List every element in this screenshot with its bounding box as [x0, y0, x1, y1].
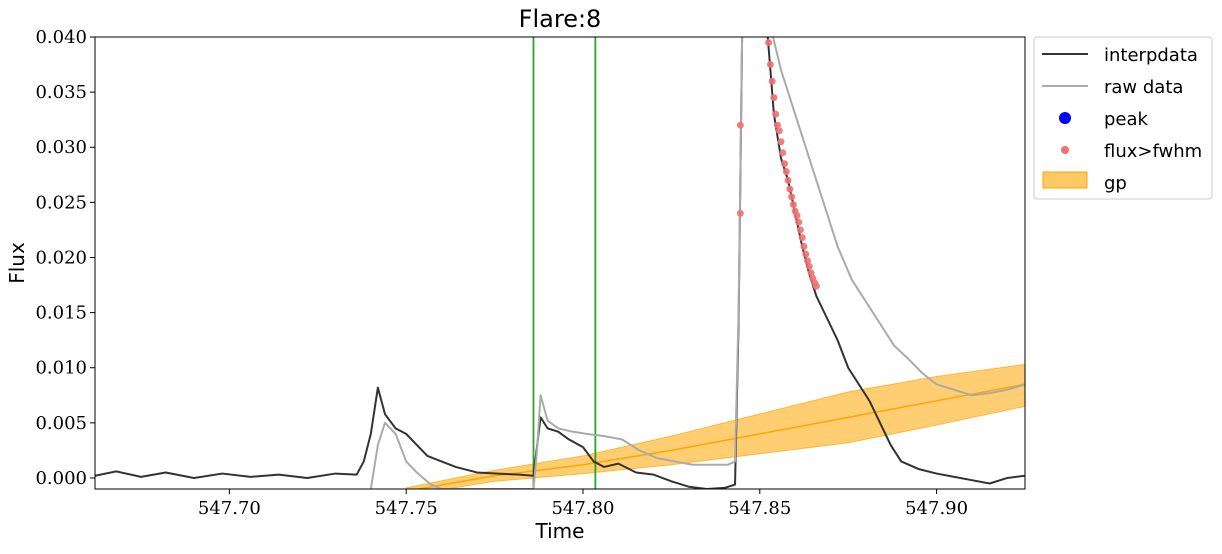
legend-label-peak: peak: [1104, 109, 1149, 130]
point-flux-fwhm-13: [784, 176, 792, 184]
point-flux-fwhm-2: [765, 39, 773, 47]
y-axis-label: Flux: [5, 242, 29, 284]
point-flux-fwhm-21: [798, 234, 806, 242]
point-flux-fwhm-7: [773, 121, 781, 129]
point-flux-fwhm-3: [766, 61, 774, 69]
legend-box: [1033, 36, 1213, 200]
x-tick-label-3: 547.85: [728, 498, 791, 519]
legend-label-raw-data: raw data: [1104, 77, 1183, 98]
point-flux-fwhm-26: [807, 269, 815, 277]
point-flux-fwhm-19: [795, 218, 803, 226]
legend-swatch-peak: [1059, 112, 1071, 124]
point-flux-fwhm-20: [796, 226, 804, 234]
plot-area: [95, 37, 1025, 489]
point-flux-fwhm-4: [768, 77, 776, 85]
point-flux-fwhm-14: [786, 185, 794, 193]
legend-label-gp: gp: [1104, 173, 1127, 194]
legend-label-flux-fwhm: flux>fwhm: [1104, 141, 1202, 162]
ticks: 547.70 547.75 547.80 547.85 547.90 0.000 0.005…: [35, 27, 968, 519]
gp-band: [405, 363, 1025, 489]
point-flux-fwhm-6: [772, 110, 780, 118]
point-flux-fwhm-24: [804, 257, 812, 265]
x-tick-label-2: 547.80: [551, 498, 614, 519]
point-flux-fwhm-0: [736, 121, 744, 129]
point-flux-fwhm-22: [800, 242, 808, 250]
series-raw-data: [369, 37, 1025, 489]
y-tick-label-1: 0.005: [35, 413, 87, 434]
x-tick-label-4: 547.90: [905, 498, 968, 519]
point-flux-fwhm-9: [777, 138, 785, 146]
y-tick-label-8: 0.040: [35, 27, 87, 48]
x-tick-label-1: 547.75: [375, 498, 438, 519]
y-tick-label-6: 0.030: [35, 137, 87, 158]
point-flux-fwhm-18: [793, 212, 801, 220]
point-flux-fwhm-29: [812, 282, 820, 290]
point-flux-fwhm-8: [775, 127, 783, 135]
y-tick-label-4: 0.020: [35, 247, 87, 268]
point-flux-fwhm-25: [805, 262, 813, 270]
point-flux-fwhm-16: [789, 201, 797, 209]
point-flux-fwhm-12: [782, 167, 790, 175]
legend: interpdata raw data peak flux>fwhm gp: [1033, 36, 1213, 200]
y-tick-label-2: 0.010: [35, 358, 87, 379]
point-flux-fwhm-23: [802, 250, 810, 258]
point-flux-fwhm-1: [736, 209, 744, 217]
point-flux-fwhm-15: [788, 193, 796, 201]
series-interpdata: [95, 37, 1025, 489]
point-flux-fwhm-5: [770, 94, 778, 102]
y-tick-label-0: 0.000: [35, 468, 87, 489]
chart-title: Flare:8: [519, 5, 602, 33]
legend-swatch-flux-fwhm: [1061, 146, 1069, 154]
legend-swatch-gp: [1042, 171, 1088, 189]
x-tick-label-0: 547.70: [198, 498, 261, 519]
point-flux-fwhm-11: [781, 160, 789, 168]
y-tick-label-5: 0.025: [35, 192, 87, 213]
y-tick-label-3: 0.015: [35, 303, 87, 324]
y-tick-label-7: 0.035: [35, 82, 87, 103]
axes-frame: [94, 36, 1026, 490]
point-flux-fwhm-10: [779, 149, 787, 157]
legend-label-interpdata: interpdata: [1104, 45, 1198, 66]
x-axis-label: Time: [535, 519, 585, 543]
